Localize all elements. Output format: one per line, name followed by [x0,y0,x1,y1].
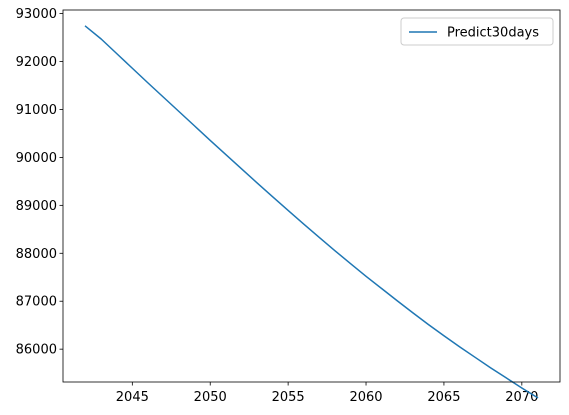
y-tick-label: 90000 [16,151,57,166]
x-tick-label: 2070 [505,390,538,405]
x-axis-ticks: 2045 2050 2055 2060 2065 2070 [116,382,538,405]
series-line-predict30days [84,25,539,399]
x-tick-label: 2045 [116,390,149,405]
x-tick-label: 2050 [194,390,227,405]
plot-frame [62,9,561,383]
y-tick-label: 93000 [16,7,57,22]
y-tick-label: 86000 [16,343,57,358]
y-tick-label: 88000 [16,247,57,262]
y-tick-label: 92000 [16,55,57,70]
x-tick-label: 2065 [427,390,460,405]
x-tick-label: 2060 [349,390,382,405]
x-tick-label: 2055 [272,390,305,405]
legend: Predict30days [400,17,554,46]
y-axis-ticks: 86000 87000 88000 89000 90000 91000 92000 93000 [16,7,63,358]
legend-box [400,17,554,46]
plot-area [63,10,560,382]
y-tick-label: 89000 [16,199,57,214]
y-tick-label: 87000 [16,295,57,310]
y-tick-label: 91000 [16,103,57,118]
legend-label: Predict30days [447,26,539,41]
